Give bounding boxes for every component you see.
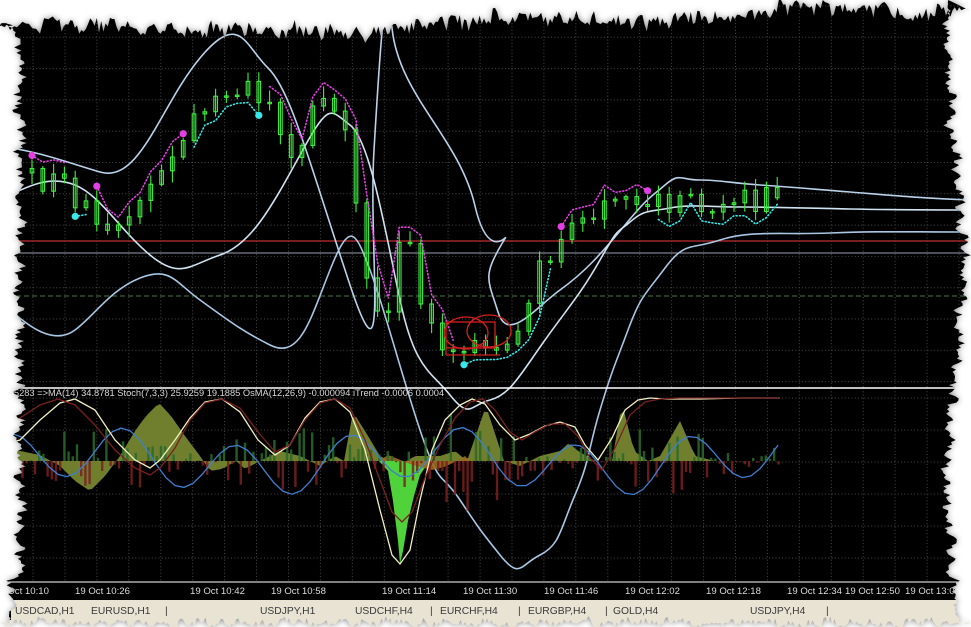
svg-text:|: | bbox=[165, 606, 168, 617]
svg-text:USDJPY,H1: USDJPY,H1 bbox=[260, 606, 316, 617]
svg-text:USDJPY,H4: USDJPY,H4 bbox=[750, 606, 806, 617]
svg-text:|: | bbox=[518, 606, 521, 617]
svg-text:|: | bbox=[430, 606, 433, 617]
svg-text:19 Oct 11:30: 19 Oct 11:30 bbox=[463, 586, 517, 597]
svg-text:|: | bbox=[826, 606, 829, 617]
svg-text:EURGBP,H4: EURGBP,H4 bbox=[528, 606, 586, 617]
svg-text:19 Oct 10:26: 19 Oct 10:26 bbox=[75, 586, 130, 597]
svg-text:19 Oct 12:34: 19 Oct 12:34 bbox=[787, 586, 843, 597]
svg-text:19 Oct 10:58: 19 Oct 10:58 bbox=[271, 586, 326, 597]
svg-text:GOLD,H4: GOLD,H4 bbox=[613, 606, 658, 617]
svg-text:19 Oct 12:18: 19 Oct 12:18 bbox=[706, 586, 761, 597]
svg-text:19 Oct 12:02: 19 Oct 12:02 bbox=[625, 586, 680, 597]
svg-text:19 Oct 11:14: 19 Oct 11:14 bbox=[382, 586, 437, 597]
svg-text:|: | bbox=[605, 606, 608, 617]
svg-text:19 Oct 10:10: 19 Oct 10:10 bbox=[0, 586, 49, 597]
svg-text:19 Oct 10:42: 19 Oct 10:42 bbox=[190, 586, 245, 597]
svg-text:19 Oct 12:50: 19 Oct 12:50 bbox=[845, 586, 900, 597]
svg-text:USDCHF,H4: USDCHF,H4 bbox=[355, 606, 413, 617]
svg-text:EURUSD,H1: EURUSD,H1 bbox=[91, 606, 151, 617]
svg-text:19 Oct 11:46: 19 Oct 11:46 bbox=[544, 586, 598, 597]
svg-text:19 Oct 13:06: 19 Oct 13:06 bbox=[905, 586, 960, 597]
svg-text:USDCAD,H1: USDCAD,H1 bbox=[15, 606, 75, 617]
svg-text:EURCHF,H4: EURCHF,H4 bbox=[440, 606, 498, 617]
svg-text:31.5283 =>MA(14) 34.8781 S: 31.5283 =>MA(14) 34.8781 Stoch(7,3,3) 25… bbox=[1, 388, 444, 398]
